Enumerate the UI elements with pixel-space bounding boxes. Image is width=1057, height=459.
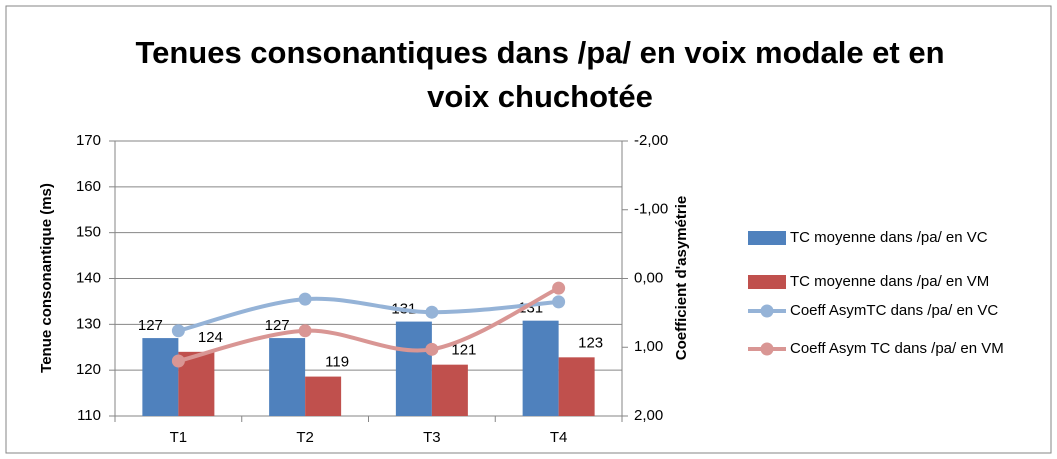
legend-swatch (748, 275, 786, 289)
y2-tick-label: 2,00 (634, 407, 663, 424)
x-tick-label: T4 (550, 429, 568, 446)
data-label: 127 (265, 317, 290, 334)
chart-title: Tenues consonantiques dans /pa/ en voix … (135, 35, 944, 70)
legend-label: TC moyenne dans /pa/ en VM (790, 273, 989, 290)
x-tick-label: T3 (423, 429, 441, 446)
y2-tick-label: -2,00 (634, 132, 668, 149)
y-tick-label: 120 (76, 361, 101, 378)
y-tick-label: 150 (76, 224, 101, 241)
marker (552, 281, 566, 295)
marker (171, 324, 185, 338)
bar (395, 321, 432, 416)
data-label: 127 (138, 317, 163, 334)
marker (298, 324, 312, 338)
y2-tick-label: 1,00 (634, 338, 663, 355)
y-tick-label: 170 (76, 132, 101, 149)
x-tick-label: T2 (296, 429, 314, 446)
y-tick-label: 160 (76, 178, 101, 195)
bar (558, 357, 595, 416)
bar (431, 364, 468, 416)
marker (552, 295, 566, 309)
legend-swatch (748, 231, 786, 245)
marker (425, 342, 439, 356)
marker (425, 305, 439, 319)
y2-axis-title: Coefficient d'asymétrie (673, 196, 690, 360)
legend-label: Coeff AsymTC dans /pa/ en VC (790, 302, 998, 319)
legend-label: TC moyenne dans /pa/ en VC (790, 229, 988, 246)
bar (269, 338, 306, 416)
marker (298, 292, 312, 306)
data-label: 121 (451, 342, 476, 359)
y-tick-label: 110 (77, 407, 101, 424)
y-tick-label: 130 (76, 315, 101, 332)
y-axis-title: Tenue consonantique (ms) (38, 183, 55, 373)
marker (171, 354, 185, 368)
line (177, 296, 559, 333)
bar (522, 320, 559, 416)
y2-tick-label: -1,00 (634, 201, 668, 218)
chart-title: voix chuchotée (427, 79, 653, 114)
data-label: 124 (198, 329, 223, 346)
bar (142, 338, 179, 416)
legend-swatch (760, 304, 774, 318)
legend-swatch (760, 342, 774, 356)
y-tick-label: 140 (76, 269, 101, 286)
bar (305, 376, 342, 416)
line (177, 286, 560, 363)
y2-tick-label: 0,00 (634, 269, 663, 286)
data-label: 123 (578, 334, 603, 351)
x-tick-label: T1 (170, 429, 188, 446)
data-label: 119 (325, 354, 349, 371)
legend-label: Coeff Asym TC dans /pa/ en VM (790, 340, 1004, 357)
